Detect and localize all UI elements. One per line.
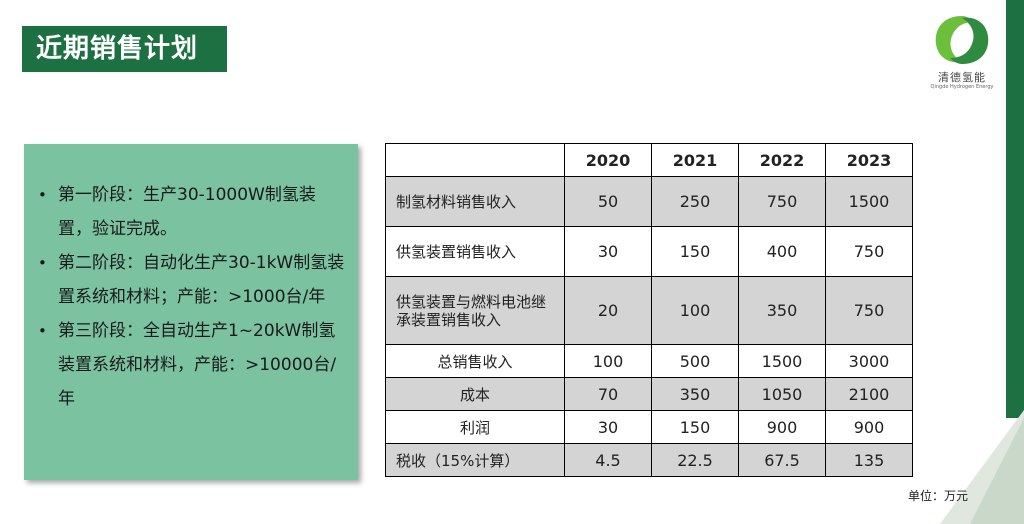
leaf-hh-logo-icon: H	[935, 16, 989, 64]
table-cell: 750	[825, 226, 913, 277]
unit-note: 单位：万元	[908, 489, 969, 503]
row-label: 税收（15%计算）	[385, 443, 565, 477]
table-cell: 1500	[825, 176, 913, 227]
table-cell: 1500	[738, 344, 826, 378]
table-cell: 150	[651, 226, 739, 277]
stage-item-2: 第二阶段：自动化生产30-1kW制氢装置系统和材料；产能：>1000台/年	[32, 246, 348, 314]
table-header-row: 2020 2021 2022 2023	[385, 143, 913, 177]
table-cell: 100	[564, 344, 652, 378]
stage-list: 第一阶段：生产30-1000W制氢装置，验证完成。 第二阶段：自动化生产30-1…	[32, 178, 348, 416]
row-label: 利润	[385, 410, 565, 444]
svg-text:H: H	[953, 29, 970, 53]
table-row: 成本 70 350 1050 2100	[385, 377, 913, 411]
header-corner-cell	[385, 143, 565, 177]
sales-plan-table: 2020 2021 2022 2023 制氢材料销售收入 50 250 750 …	[385, 143, 913, 477]
table-cell: 70	[564, 377, 652, 411]
table-cell: 20	[564, 276, 652, 345]
table-cell: 400	[738, 226, 826, 277]
table-cell: 100	[651, 276, 739, 345]
row-label: 制氢材料销售收入	[385, 176, 565, 227]
row-label: 供氢装置销售收入	[385, 226, 565, 277]
table-cell: 22.5	[651, 443, 739, 477]
table-cell: 3000	[825, 344, 913, 378]
decorative-corner-shape	[940, 410, 1024, 524]
table-cell: 50	[564, 176, 652, 227]
table-cell: 30	[564, 410, 652, 444]
table-row: 制氢材料销售收入 50 250 750 1500	[385, 176, 913, 227]
stage-item-1: 第一阶段：生产30-1000W制氢装置，验证完成。	[32, 178, 348, 246]
table-row: 总销售收入 100 500 1500 3000	[385, 344, 913, 378]
stage-item-3: 第三阶段：全自动生产1~20kW制氢装置系统和材料，产能：>10000台/年	[32, 314, 348, 416]
table-cell: 500	[651, 344, 739, 378]
table-row: 供氢装置与燃料电池继承装置销售收入 20 100 350 750	[385, 276, 913, 345]
year-header: 2020	[564, 143, 652, 177]
year-header: 2022	[738, 143, 826, 177]
table-cell: 900	[738, 410, 826, 444]
table-cell: 750	[738, 176, 826, 227]
table-cell: 2100	[825, 377, 913, 411]
table-cell: 250	[651, 176, 739, 227]
table-cell: 750	[825, 276, 913, 345]
row-label: 总销售收入	[385, 344, 565, 378]
table-row: 税收（15%计算） 4.5 22.5 67.5 135	[385, 443, 913, 477]
table-cell: 900	[825, 410, 913, 444]
table-cell: 30	[564, 226, 652, 277]
brand-name-en: Qingde Hydrogen Energy	[930, 84, 994, 90]
table-cell: 4.5	[564, 443, 652, 477]
brand-name-cn: 清德氢能	[938, 71, 986, 84]
table-cell: 350	[738, 276, 826, 345]
year-header: 2021	[651, 143, 739, 177]
table-cell: 67.5	[738, 443, 826, 477]
table-row: 利润 30 150 900 900	[385, 410, 913, 444]
table-cell: 350	[651, 377, 739, 411]
row-label: 成本	[385, 377, 565, 411]
page-title: 近期销售计划	[22, 26, 227, 72]
table-cell: 150	[651, 410, 739, 444]
table-row: 供氢装置销售收入 30 150 400 750	[385, 226, 913, 277]
year-header: 2023	[825, 143, 913, 177]
stages-panel: 第一阶段：生产30-1000W制氢装置，验证完成。 第二阶段：自动化生产30-1…	[24, 144, 358, 480]
table-cell: 1050	[738, 377, 826, 411]
table-cell: 135	[825, 443, 913, 477]
company-logo: H 清德氢能 Qingde Hydrogen Energy	[926, 12, 998, 92]
row-label: 供氢装置与燃料电池继承装置销售收入	[385, 276, 565, 345]
decorative-side-bar	[1006, 0, 1024, 418]
